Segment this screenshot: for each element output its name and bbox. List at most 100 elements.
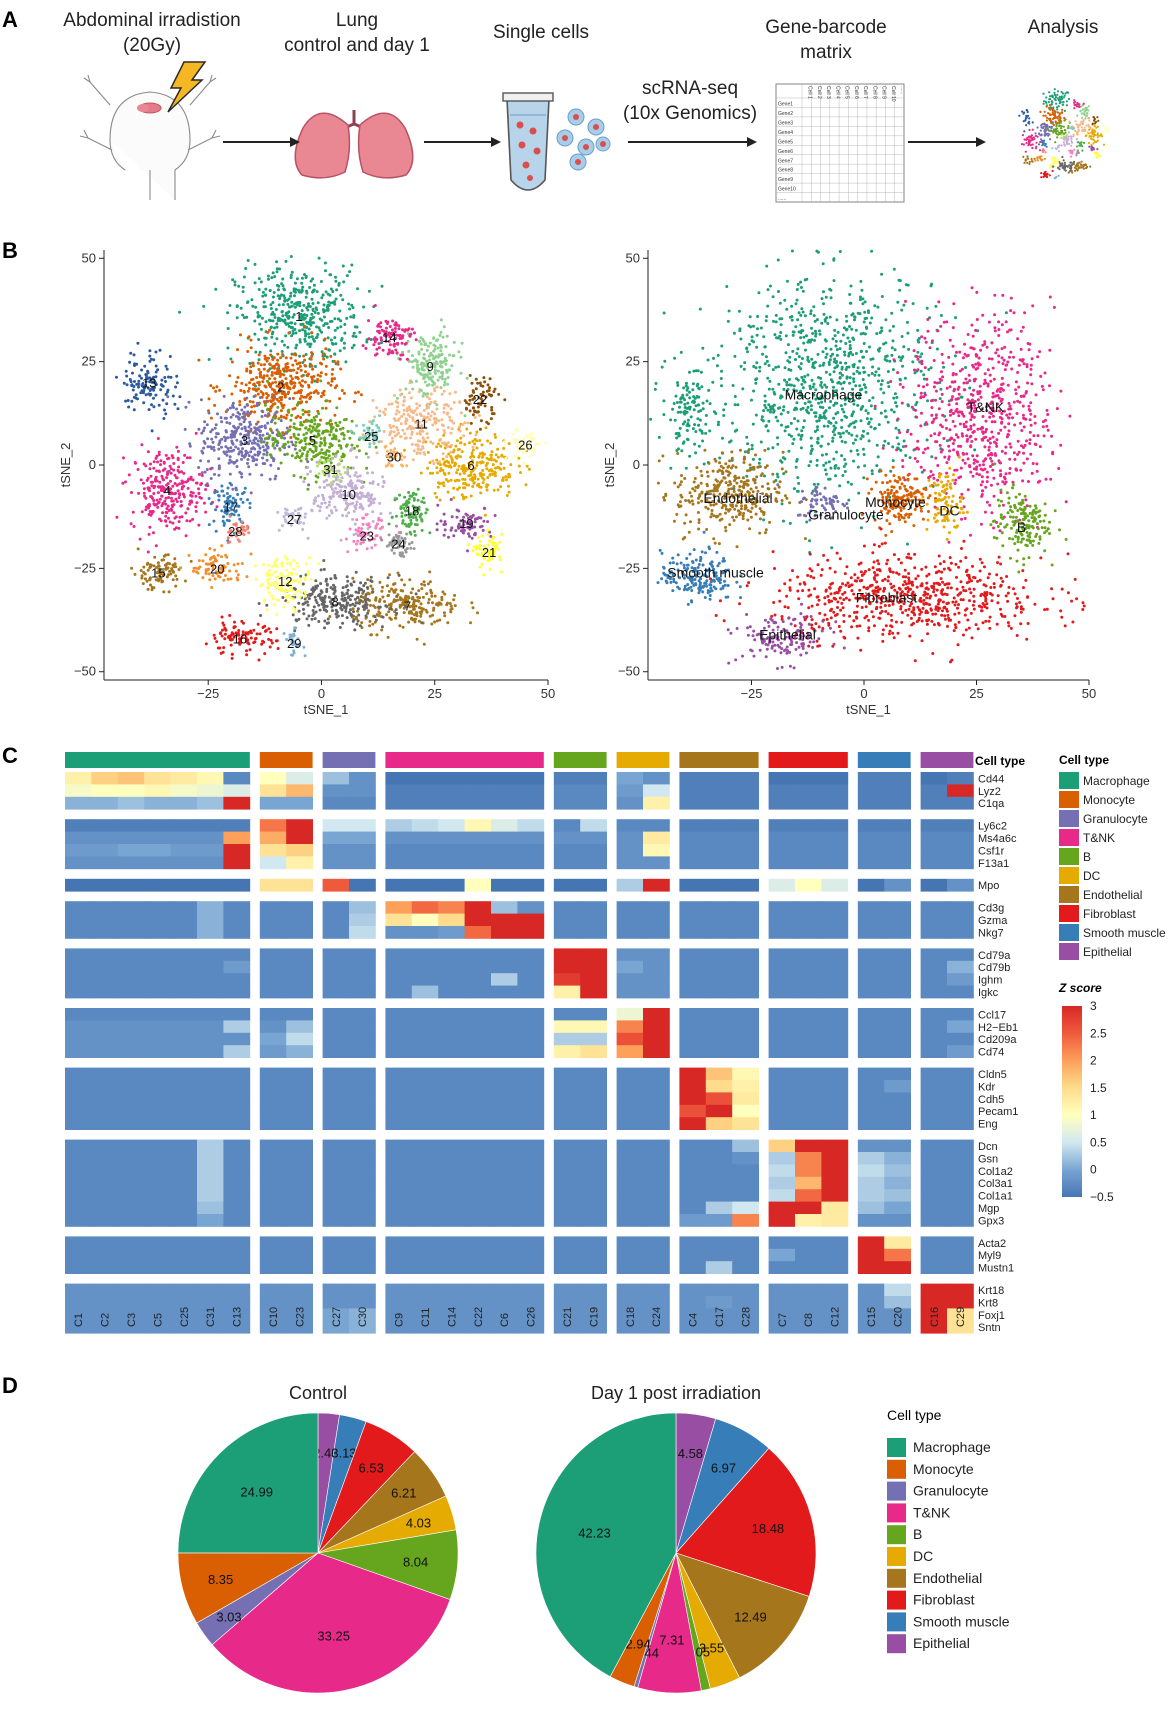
tsne-point — [317, 429, 321, 433]
tsne-point — [370, 422, 374, 426]
tsne-point — [253, 441, 257, 445]
mini-point — [1051, 165, 1054, 168]
x-tick-label: 50 — [541, 686, 555, 701]
tsne-point — [430, 622, 434, 626]
tsne-point — [130, 491, 133, 494]
tsne-point — [305, 320, 309, 324]
mini-point — [1056, 166, 1060, 169]
tsne-point — [322, 438, 326, 442]
mini-point — [1030, 139, 1033, 142]
tsne-point — [348, 527, 352, 531]
tsne-point — [471, 439, 475, 443]
tsne-point — [313, 428, 317, 432]
tsne-point — [329, 586, 333, 590]
tsne-point — [477, 536, 481, 539]
tsne-point — [324, 347, 328, 351]
tsne-point — [357, 601, 361, 605]
mini-point — [1090, 135, 1093, 138]
tsne-point — [157, 450, 161, 454]
tsne-point — [157, 485, 161, 489]
tsne-point — [203, 426, 206, 430]
mini-point — [1080, 121, 1083, 124]
mini-point — [1054, 147, 1057, 150]
matrix-col-label: Cell 6 — [853, 86, 859, 99]
tsne-point — [359, 588, 363, 591]
tsne-point — [388, 616, 392, 620]
tsne-point — [307, 332, 311, 336]
tsne-point — [410, 541, 414, 544]
mini-point — [1083, 141, 1086, 145]
tsne-point — [357, 449, 361, 453]
tsne-point — [438, 333, 442, 337]
tsne-point — [253, 564, 257, 568]
tsne-point — [314, 496, 318, 500]
tsne-point — [287, 310, 291, 314]
tsne-point — [468, 534, 471, 538]
tsne-point — [206, 437, 210, 441]
tsne-point — [324, 290, 328, 294]
tsne-point — [289, 291, 293, 295]
tsne-point — [229, 357, 233, 361]
tsne-point — [230, 656, 234, 660]
tsne-point — [378, 501, 382, 505]
tsne-point — [158, 470, 161, 474]
tsne-point — [475, 461, 479, 465]
tsne-point — [484, 464, 488, 467]
tsne-point — [331, 609, 334, 613]
mini-point — [1093, 125, 1096, 128]
tsne-point — [399, 353, 403, 357]
tsne-point — [217, 457, 221, 461]
matrix-col-label: Cell 10 — [890, 86, 896, 102]
tsne-point — [275, 391, 279, 395]
tsne-point — [387, 348, 391, 352]
tsne-point — [283, 436, 286, 440]
tsne-point — [294, 444, 297, 448]
tsne-point — [411, 365, 415, 369]
tsne-point — [260, 473, 264, 477]
mini-point — [1024, 158, 1027, 161]
tsne-point — [333, 328, 337, 332]
tsne-point — [409, 591, 413, 595]
tsne-point — [263, 624, 267, 628]
mini-point — [1081, 108, 1084, 111]
tsne-point — [314, 447, 318, 450]
tsne-point — [428, 418, 432, 422]
tsne-point — [440, 374, 444, 378]
mini-point — [1092, 133, 1096, 136]
lung-illustration — [294, 110, 414, 179]
tsne-point — [235, 304, 239, 308]
tsne-point — [322, 559, 326, 562]
tsne-point — [140, 443, 144, 447]
tsne-point — [468, 441, 471, 445]
tsne-point — [131, 510, 135, 514]
tsne-point — [504, 475, 508, 479]
tsne-point — [234, 384, 237, 388]
tsne-point — [209, 477, 213, 480]
tsne-point — [321, 308, 325, 312]
mini-point — [1103, 128, 1106, 131]
tsne-point — [298, 449, 302, 453]
tsne-point — [283, 296, 287, 300]
tsne-point — [443, 446, 447, 450]
tsne-point — [292, 579, 296, 583]
tsne-point — [454, 529, 458, 533]
tsne-point — [356, 609, 360, 613]
tsne-point — [245, 412, 248, 416]
tsne-point — [416, 487, 420, 491]
tsne-point — [459, 411, 463, 415]
mini-point — [1066, 127, 1070, 130]
tsne-point — [449, 498, 453, 501]
tsne-point — [299, 459, 303, 463]
mini-point — [1025, 141, 1028, 145]
tsne-point — [256, 622, 260, 626]
tsne-point — [338, 601, 341, 605]
tsne-point — [321, 352, 325, 356]
tsne-point — [228, 421, 232, 425]
tsne-point — [315, 290, 319, 294]
mini-point — [1044, 100, 1047, 103]
tsne-point — [320, 461, 324, 465]
tsne-point — [417, 339, 421, 343]
tsne-point — [503, 398, 507, 402]
tsne-point — [297, 601, 301, 605]
tsne-point — [270, 418, 274, 422]
